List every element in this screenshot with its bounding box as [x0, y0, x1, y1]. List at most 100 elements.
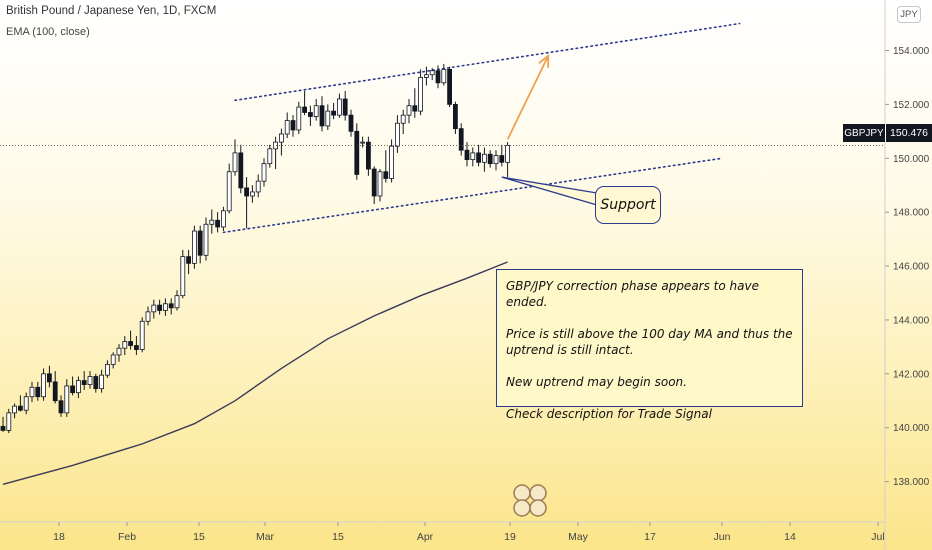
candle	[93, 376, 99, 390]
candle	[70, 385, 75, 394]
candle	[423, 74, 429, 78]
candle	[302, 106, 308, 113]
analysis-note: GBP/JPY correction phase appears to have…	[496, 269, 803, 421]
candle	[284, 120, 290, 135]
candle	[157, 304, 163, 311]
note-line: GBP/JPY correction phase appears to have…	[506, 279, 759, 309]
candle	[267, 148, 273, 165]
candle	[168, 303, 174, 309]
candle	[76, 380, 81, 394]
candle	[249, 191, 255, 197]
candle	[215, 219, 221, 228]
candle	[394, 122, 400, 147]
candle	[325, 110, 331, 127]
candle	[365, 141, 371, 170]
candle	[499, 155, 505, 163]
candle	[220, 210, 226, 228]
x-tick-label: Jul	[871, 531, 884, 543]
x-tick-label: Apr	[417, 531, 434, 543]
indicator-label: EMA (100, close)	[6, 26, 90, 38]
candle	[47, 373, 52, 383]
candle	[87, 376, 93, 385]
candle	[313, 105, 319, 117]
candle	[371, 168, 377, 197]
candle	[342, 98, 348, 116]
candle	[162, 303, 168, 311]
y-tick-label: 140.000	[893, 423, 930, 434]
candle	[383, 171, 389, 179]
candle	[464, 149, 470, 161]
x-tick-label: Feb	[118, 531, 136, 543]
arrow-head	[538, 54, 550, 68]
candle	[191, 230, 197, 264]
candle	[6, 412, 12, 431]
candle	[505, 145, 511, 163]
candle	[0, 425, 6, 431]
candle	[307, 112, 313, 117]
last-price-value: 150.476	[885, 124, 932, 142]
candle	[493, 155, 499, 165]
x-tick-label: Mar	[256, 531, 275, 543]
candle	[458, 128, 464, 151]
candle	[12, 405, 18, 414]
candle	[52, 381, 58, 402]
y-tick-label: 152.000	[893, 100, 930, 111]
callout-tail	[501, 176, 598, 206]
candle	[64, 385, 70, 414]
candle	[145, 311, 151, 322]
y-tick-label: 146.000	[893, 262, 930, 273]
x-tick-label: 14	[784, 531, 796, 543]
note-line: New uptrend may begin soon.	[506, 375, 687, 389]
candle	[244, 187, 250, 197]
candle	[435, 70, 441, 84]
candle	[203, 223, 209, 256]
candle	[389, 145, 395, 179]
candle	[29, 386, 35, 398]
candle	[336, 98, 342, 116]
candle	[487, 153, 493, 165]
candle	[412, 105, 418, 112]
candle	[99, 374, 104, 390]
candle	[174, 295, 180, 309]
candle	[209, 219, 215, 225]
candle	[441, 68, 447, 84]
candle	[186, 256, 192, 264]
candle	[354, 130, 360, 175]
candle	[116, 347, 122, 356]
candle	[81, 380, 87, 385]
candle	[400, 114, 406, 124]
candle	[261, 163, 267, 182]
y-tick-label: 148.000	[893, 208, 930, 219]
x-tick-label: May	[568, 531, 589, 543]
support-callout: Support	[595, 186, 661, 224]
candle	[481, 153, 487, 163]
candle	[418, 77, 424, 112]
ema-line-path	[2, 261, 508, 485]
y-tick-label: 138.000	[893, 477, 930, 488]
candle	[180, 256, 186, 297]
candle	[17, 405, 23, 411]
y-tick-label: 142.000	[893, 369, 930, 380]
candle	[151, 304, 157, 313]
channel-lines	[222, 22, 741, 234]
candle	[41, 373, 46, 398]
candle	[238, 152, 244, 189]
y-tick-label: 144.000	[893, 315, 930, 326]
candle	[348, 114, 354, 132]
candle	[58, 400, 64, 414]
x-tick-label: 15	[332, 531, 344, 543]
x-tick-label: 18	[53, 531, 65, 543]
candle	[35, 386, 41, 398]
candle	[133, 345, 139, 350]
candle	[470, 152, 476, 161]
candle	[232, 152, 238, 173]
candle	[429, 70, 435, 76]
currency-unit-button[interactable]: JPY	[897, 6, 921, 23]
candle	[110, 354, 116, 365]
candle	[139, 320, 145, 350]
candle	[360, 141, 366, 144]
candle	[319, 105, 325, 127]
